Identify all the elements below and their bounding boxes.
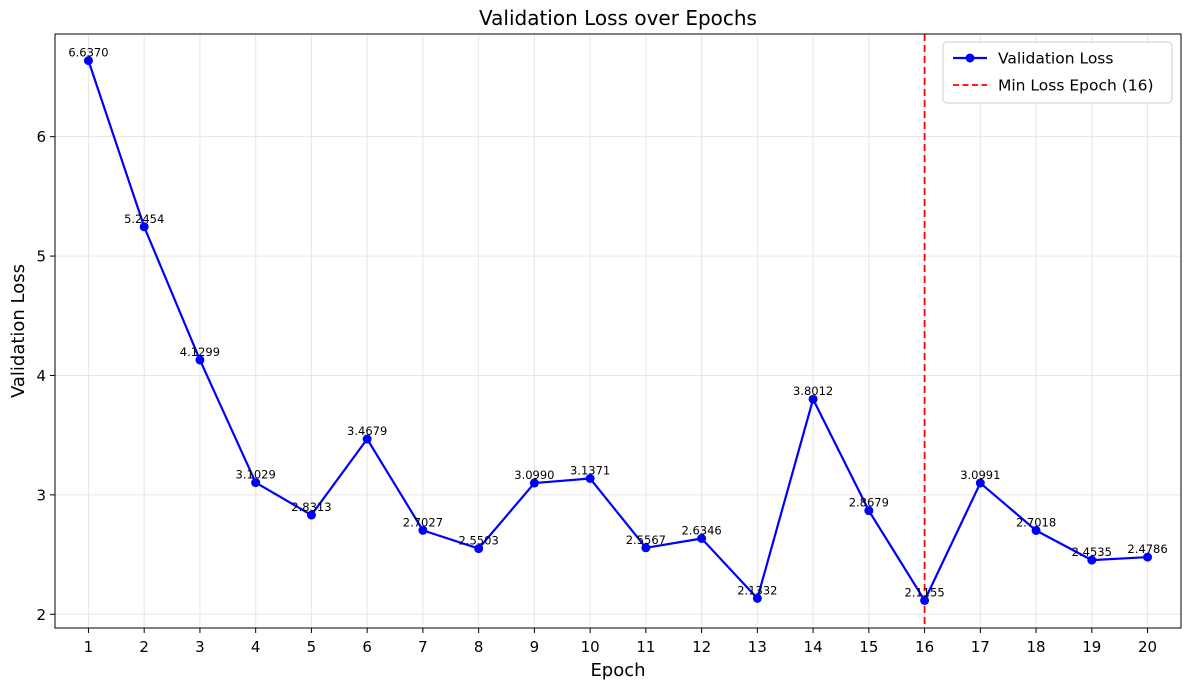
data-label: 2.5503 [459, 534, 499, 548]
x-tick-label: 13 [748, 638, 767, 656]
x-tick-label: 17 [971, 638, 990, 656]
legend-refline-label: Min Loss Epoch (16) [998, 77, 1154, 95]
data-label: 2.7018 [1016, 515, 1056, 529]
data-label: 2.1155 [904, 585, 944, 599]
x-tick-label: 8 [474, 638, 484, 656]
data-point [474, 544, 484, 554]
x-tick-label: 1 [84, 638, 94, 656]
x-tick-label: 16 [915, 638, 934, 656]
y-tick-label: 5 [36, 248, 46, 266]
x-tick-label: 5 [307, 638, 317, 656]
data-label: 3.8012 [793, 384, 833, 398]
data-point [1143, 552, 1153, 562]
data-point [585, 474, 595, 484]
data-point [975, 478, 985, 488]
data-label: 4.1299 [180, 345, 220, 359]
legend-series-marker [965, 53, 975, 63]
data-point [641, 543, 651, 553]
x-axis-ticks: 1 2 3 4 5 6 7 8 9 10 11 12 13 14 15 16 17 18 19 20 [84, 628, 1157, 656]
data-point [920, 595, 930, 605]
data-label: 2.4535 [1072, 545, 1112, 559]
x-tick-label: 19 [1082, 638, 1101, 656]
data-label: 3.4679 [347, 424, 387, 438]
x-tick-label: 3 [195, 638, 205, 656]
data-label: 2.1332 [737, 583, 777, 597]
data-label: 2.8313 [291, 500, 331, 514]
data-label: 2.5567 [626, 533, 666, 547]
plot-frame [54, 33, 1182, 629]
data-point [697, 534, 707, 543]
x-tick-label: 2 [139, 638, 149, 656]
data-point [808, 394, 818, 404]
data-label: 2.4786 [1127, 542, 1167, 556]
y-tick-label: 4 [36, 367, 46, 385]
data-point [418, 525, 428, 535]
data-point [864, 506, 874, 516]
x-tick-label: 7 [418, 638, 428, 656]
data-point [306, 510, 316, 520]
x-tick-label: 15 [859, 638, 878, 656]
data-point [251, 478, 261, 488]
legend: Validation Loss Min Loss Epoch (16) [942, 41, 1173, 104]
data-point [529, 478, 539, 488]
data-labels: 6.6370 5.2454 4.1299 3.1029 2.8313 3.4679 2.70… [68, 46, 1167, 600]
y-tick-label: 2 [36, 606, 46, 624]
data-label: 3.1371 [570, 464, 610, 478]
data-point [83, 56, 93, 66]
grid [55, 34, 1181, 628]
y-axis-ticks: 2 3 4 5 6 [36, 128, 55, 624]
data-point [139, 222, 149, 232]
x-tick-label: 6 [362, 638, 372, 656]
data-label: 3.1029 [236, 468, 276, 482]
x-tick-label: 12 [692, 638, 711, 656]
series-line [87, 60, 1148, 602]
data-label: 3.0990 [514, 468, 554, 482]
x-tick-label: 18 [1027, 638, 1046, 656]
legend-box [942, 41, 1173, 104]
data-label: 2.8679 [849, 496, 889, 510]
data-label: 6.6370 [68, 46, 108, 60]
data-point [362, 434, 372, 444]
y-tick-label: 6 [36, 128, 46, 146]
x-tick-label: 20 [1138, 638, 1157, 656]
data-point [1031, 525, 1041, 535]
y-tick-label: 3 [36, 486, 46, 504]
x-tick-label: 10 [581, 638, 600, 656]
data-point [752, 593, 762, 603]
x-axis-label: Epoch [590, 660, 645, 681]
x-tick-label: 11 [636, 638, 655, 656]
data-label: 5.2454 [124, 212, 164, 226]
data-label: 2.6346 [681, 524, 721, 538]
data-point [1087, 555, 1097, 565]
series-layer [83, 56, 1153, 605]
data-label: 3.0991 [960, 468, 1000, 482]
data-label: 2.7027 [403, 515, 443, 529]
data-point [195, 355, 205, 365]
chart-title: Validation Loss over Epochs [479, 6, 757, 30]
y-axis-label: Validation Loss [8, 264, 29, 398]
x-tick-label: 9 [530, 638, 540, 656]
x-tick-label: 14 [804, 638, 823, 656]
x-tick-label: 4 [251, 638, 261, 656]
legend-series-label: Validation Loss [998, 50, 1113, 68]
